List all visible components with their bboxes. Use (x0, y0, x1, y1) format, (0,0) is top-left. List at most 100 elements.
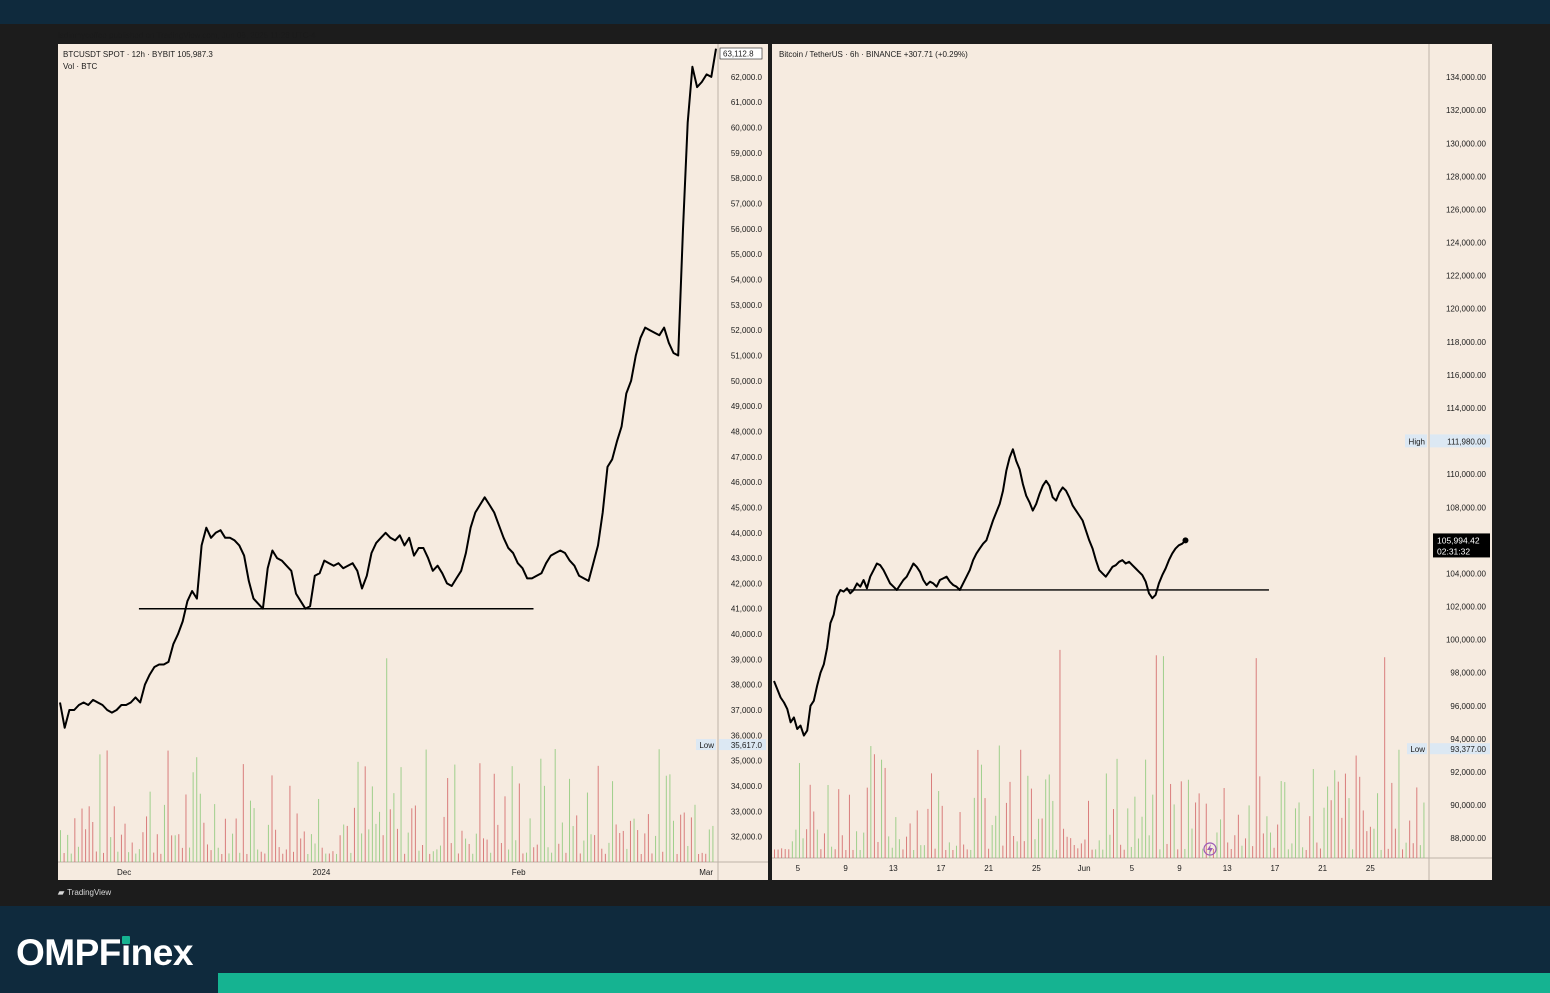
left-volume-bar (508, 849, 510, 862)
right-volume-bar (1088, 800, 1090, 858)
left-volume-bar (149, 791, 151, 862)
right-volume-bar (1205, 803, 1207, 858)
right-volume-bar (1312, 769, 1314, 858)
right-volume-bar (1373, 828, 1375, 858)
right-volume-bar (1077, 848, 1079, 858)
left-chart-subtitle: Vol · BTC (63, 62, 98, 71)
left-volume-bar (644, 833, 646, 862)
right-y-tick-label: 126,000.00 (1446, 205, 1487, 214)
left-volume-bar (85, 829, 87, 862)
left-volume-bar (382, 835, 384, 862)
right-volume-bar (888, 836, 890, 858)
left-y-tick-label: 59,000.0 (731, 149, 763, 158)
left-volume-bar (576, 815, 578, 862)
left-low-tag-bg (696, 739, 716, 751)
right-volume-bar (955, 845, 957, 858)
right-y-tick-label: 104,000.00 (1446, 569, 1487, 578)
left-volume-bar (683, 812, 685, 862)
right-volume-bar (820, 849, 822, 858)
left-volume-bar (332, 851, 334, 862)
right-volume-bar (1127, 808, 1129, 858)
right-volume-bar (1330, 800, 1332, 858)
left-volume-bar (293, 851, 295, 862)
left-low-tag: Low (699, 741, 714, 750)
left-volume-bar (264, 853, 266, 862)
right-volume-bar (934, 848, 936, 858)
right-volume-bar (1020, 749, 1022, 858)
left-low-value-bg (719, 739, 766, 751)
right-volume-bar (906, 836, 908, 858)
right-volume-bar (920, 845, 922, 858)
right-volume-bar (834, 849, 836, 858)
left-y-tick-label: 34,000.0 (731, 782, 763, 791)
left-volume-bar (486, 839, 488, 862)
right-volume-bar (813, 811, 815, 858)
left-volume-bar (300, 838, 302, 862)
left-volume-bar (450, 843, 452, 862)
left-volume-bar (156, 834, 158, 862)
left-volume-bar (181, 847, 183, 862)
right-x-tick-label: 25 (1032, 864, 1041, 873)
left-volume-bar (343, 824, 345, 862)
left-y-tick-label: 50,000.0 (731, 377, 763, 386)
right-volume-bar (1259, 776, 1261, 858)
right-volume-bar (845, 850, 847, 858)
left-x-tick-label: Mar (699, 868, 713, 877)
left-volume-bar (500, 842, 502, 862)
right-volume-bar (1405, 842, 1407, 858)
right-volume-bar (1220, 819, 1222, 858)
right-volume-bar (884, 767, 886, 858)
right-x-tick-label: 17 (1270, 864, 1279, 873)
right-volume-bar (816, 829, 818, 858)
left-low-value: 35,617.0 (731, 741, 763, 750)
left-volume-bar (586, 792, 588, 862)
brand-logo: OMPFı nex (16, 932, 193, 973)
left-volume-bar (253, 808, 255, 862)
right-volume-bar (866, 787, 868, 858)
left-last-price-box (719, 47, 763, 60)
left-volume-bar (669, 774, 671, 862)
left-volume-bar (619, 833, 621, 862)
right-volume-bar (1380, 849, 1382, 858)
right-x-tick-label: 21 (984, 864, 993, 873)
right-volume-bar (1348, 798, 1350, 858)
right-volume-bar (1120, 844, 1122, 858)
left-volume-bar (439, 845, 441, 862)
left-volume-bar (267, 824, 269, 862)
right-volume-bar (1123, 849, 1125, 858)
right-volume-bar (1059, 649, 1061, 858)
tradingview-logo-icon: ▰ (58, 888, 65, 897)
left-volume-bar (178, 834, 180, 862)
right-y-tick-label: 88,000.00 (1450, 834, 1486, 843)
right-volume-bar (1105, 773, 1107, 858)
left-volume-bar (361, 833, 363, 862)
left-volume-bar (135, 853, 137, 862)
left-volume-bar (522, 853, 524, 862)
left-volume-bar (203, 822, 205, 862)
right-price-tag-bg (1433, 533, 1490, 558)
right-y-tick-label: 90,000.00 (1450, 801, 1486, 810)
left-y-tick-label: 48,000.0 (731, 427, 763, 436)
left-volume-bar (597, 765, 599, 862)
brand-i: ı (120, 932, 131, 973)
right-volume-bar (1148, 835, 1150, 858)
left-volume-bar (612, 781, 614, 862)
right-volume-bar (788, 849, 790, 858)
right-volume-bar (1398, 749, 1400, 858)
right-volume-bar (1394, 828, 1396, 858)
left-volume-bar (551, 852, 553, 862)
left-y-tick-label: 58,000.0 (731, 174, 763, 183)
right-volume-bar (998, 745, 1000, 858)
left-volume-bar (536, 844, 538, 862)
left-volume-bar (389, 809, 391, 862)
left-volume-bar (676, 853, 678, 862)
left-volume-bar (242, 764, 244, 862)
right-y-tick-label: 94,000.00 (1450, 735, 1486, 744)
left-volume-bar (67, 834, 69, 862)
right-volume-bar (1063, 828, 1065, 858)
right-volume-bar (1287, 849, 1289, 858)
left-volume-bar (629, 820, 631, 862)
left-volume-bar (375, 823, 377, 862)
right-volume-bar (806, 829, 808, 858)
right-volume-bar (1055, 849, 1057, 858)
